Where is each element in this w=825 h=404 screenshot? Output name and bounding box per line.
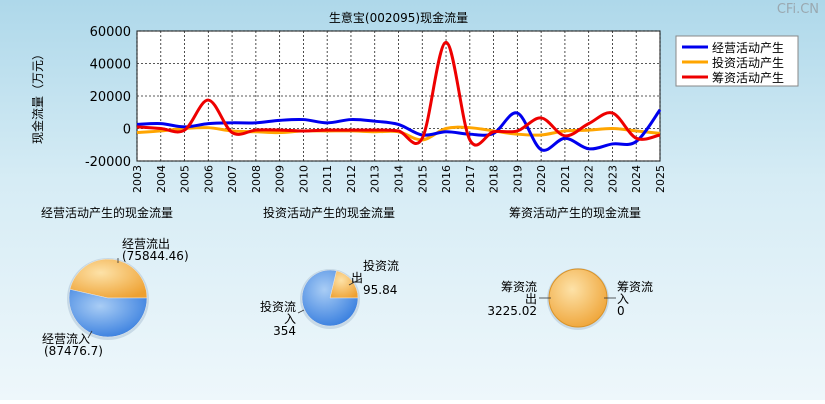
series-line-2 (136, 40, 661, 147)
pie-slice-筹资流出 (548, 268, 608, 328)
pie1-out-label: 经营流出 (122, 237, 170, 251)
x-tick-label: 2019 (511, 165, 524, 193)
x-tick-label: 2007 (226, 165, 239, 193)
y-tick-label: 20000 (90, 90, 131, 105)
y-tick-label: 60000 (90, 25, 131, 40)
pie-title: 经营活动产生的现金流量 (41, 205, 173, 220)
x-tick-label: 2009 (274, 165, 287, 193)
x-tick-label: 2020 (535, 165, 548, 193)
pie2-in-value: 354 (273, 324, 296, 338)
pie-title: 筹资活动产生的现金流量 (509, 205, 641, 220)
pie3-out-label-a: 筹资流 (501, 280, 537, 294)
pie-slice-经营流入 (68, 289, 148, 338)
x-tick-label: 2022 (583, 165, 596, 193)
x-tick-label: 2018 (488, 165, 501, 193)
pie3-out-value: 3225.02 (487, 304, 537, 318)
pie3-out-label-b: 出 (525, 292, 537, 306)
x-tick-label: 2021 (559, 165, 572, 193)
legend-label: 经营活动产生 (712, 41, 784, 55)
y-tick-label: -20000 (85, 155, 131, 170)
pie3-in-label-b: 入 (617, 292, 629, 306)
pie2-in-leader (297, 309, 305, 314)
x-tick-label: 2008 (250, 165, 263, 193)
x-tick-label: 2024 (630, 165, 643, 193)
y-axis-label: 现金流量（万元） (30, 48, 45, 144)
pie3-in-label-a: 筹资流 (617, 280, 653, 294)
pie-slice-投资流入 (301, 269, 359, 327)
watermark: CFi.CN (776, 2, 819, 17)
pie-title: 投资活动产生的现金流量 (263, 205, 395, 220)
legend-label: 投资活动产生 (712, 55, 784, 70)
x-tick-label: 2016 (440, 165, 453, 193)
pie-slice-经营流出 (69, 258, 148, 299)
x-tick-label: 2017 (464, 165, 477, 193)
x-tick-label: 2015 (416, 165, 429, 193)
x-tick-label: 2013 (369, 165, 382, 193)
pie3-in-value: 0 (617, 304, 625, 318)
pie2-out-leader (348, 277, 363, 286)
x-tick-label: 2023 (606, 165, 619, 193)
pie2-out-value: 95.84 (363, 283, 397, 297)
y-tick-label: 40000 (90, 58, 131, 73)
legend-label: 筹资活动产生 (712, 71, 784, 85)
pie-slice-投资流出 (329, 270, 359, 299)
x-tick-label: 2004 (155, 165, 168, 193)
pie1-in-leader (87, 330, 93, 339)
chart-title: 生意宝(002095)现金流量 (329, 10, 468, 25)
y-tick-label: 0 (123, 123, 131, 138)
pie2-in-label-a: 投资流 (260, 299, 296, 314)
x-tick-label: 2003 (131, 165, 144, 193)
pie1-out-value: (75844.46) (122, 249, 189, 263)
x-tick-label: 2025 (654, 165, 667, 193)
pie2-out-label-a: 投资流 (363, 258, 399, 273)
x-tick-label: 2006 (202, 165, 215, 193)
x-tick-label: 2005 (179, 165, 192, 193)
x-tick-label: 2010 (297, 165, 310, 193)
x-tick-label: 2012 (345, 165, 358, 193)
pie1-in-label: 经营流入 (42, 332, 90, 346)
pie2-in-label-b: 入 (284, 312, 296, 326)
x-tick-label: 2014 (393, 165, 406, 193)
pie2-out-label-b: 出 (351, 271, 363, 285)
x-tick-label: 2011 (321, 165, 334, 193)
pie1-in-value: (87476.7) (44, 344, 103, 358)
